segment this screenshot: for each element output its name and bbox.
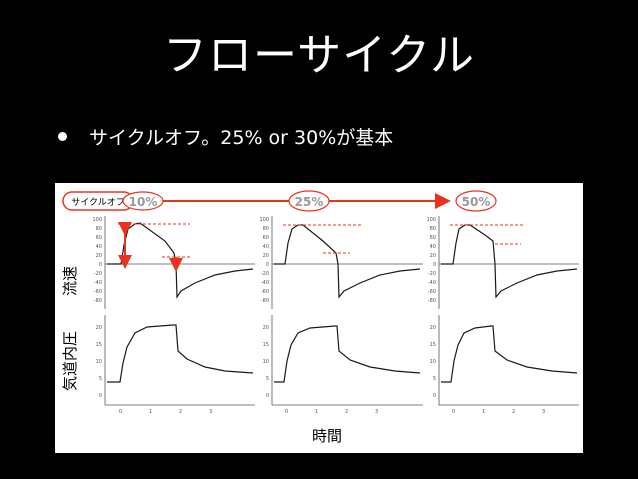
flow-tick: 40 [430, 244, 436, 250]
bullet-dot-icon [58, 131, 67, 141]
time-tick: 3 [209, 409, 212, 415]
cycle-off-25-ellipse [288, 190, 330, 212]
pressure-tick: 20 [263, 325, 269, 331]
flow-tick: -20 [261, 271, 269, 277]
time-axis-label: 時間 [312, 427, 342, 445]
flow-tick: -60 [94, 289, 102, 295]
bullet-item: サイクルオフ。25% or 30%が基本 [58, 122, 393, 150]
flow-tick: 0 [99, 262, 102, 268]
flow-tick: -80 [428, 298, 436, 304]
time-tick: 3 [542, 409, 545, 415]
pressure-tick: 20 [96, 325, 102, 331]
flow-tick: 100 [92, 217, 102, 223]
pressure-tick: 0 [433, 393, 436, 399]
flow-tick: -20 [428, 271, 436, 277]
pressure-tick: 5 [266, 376, 269, 382]
pressure-tick: 10 [430, 359, 436, 365]
pressure-tick: 5 [99, 376, 102, 382]
waveform-figure: サイクルオフ 10% 25% 50% 流速 気道内圧 100 80 60 40 … [55, 183, 583, 453]
flow-tick: 20 [263, 253, 269, 259]
flow-tick: 0 [433, 262, 436, 268]
time-tick: 2 [512, 409, 515, 415]
flow-tick: -60 [261, 289, 269, 295]
flow-tick: 40 [263, 244, 269, 250]
bullet-text: サイクルオフ。25% or 30%が基本 [89, 126, 394, 149]
cycle-off-label: サイクルオフ [71, 197, 125, 208]
panel-10-percent: 100 80 60 40 20 0 -20 -40 -60 -80 20 15 … [92, 216, 255, 415]
pressure-tick: 20 [430, 325, 436, 331]
time-tick: 0 [285, 409, 288, 415]
cycle-off-10-value: 10% [129, 195, 158, 209]
pressure-tick: 0 [266, 393, 269, 399]
flow-tick: 20 [96, 253, 102, 259]
flow-tick: -40 [261, 280, 269, 286]
flow-tick: 60 [430, 235, 436, 241]
pressure-tick: 15 [430, 342, 436, 348]
slide-title: フローサイクル [163, 30, 475, 81]
flow-tick: 100 [426, 217, 436, 223]
flow-tick: 60 [263, 235, 269, 241]
flow-tick: 80 [96, 226, 102, 232]
time-tick: 1 [482, 409, 485, 415]
waveform-svg: サイクルオフ 10% 25% 50% 流速 気道内圧 100 80 60 40 … [61, 190, 579, 445]
cycle-off-50-value: 50% [462, 195, 491, 209]
time-tick: 0 [452, 409, 455, 415]
flow-tick: -20 [94, 271, 102, 277]
flow-tick: 40 [96, 244, 102, 250]
pressure-tick: 10 [96, 359, 102, 365]
time-tick: 0 [119, 409, 122, 415]
flow-tick: 80 [430, 226, 436, 232]
flow-tick: -80 [94, 298, 102, 304]
flow-tick: 20 [430, 253, 436, 259]
cycle-off-25-value: 25% [295, 195, 324, 209]
pressure-tick: 0 [99, 393, 102, 399]
flow-tick: 60 [96, 235, 102, 241]
flow-tick: -40 [94, 280, 102, 286]
pressure-tick: 10 [263, 359, 269, 365]
panel-25-percent: 100 80 60 40 20 0 -20 -40 -60 -80 20 15 … [259, 216, 423, 415]
flow-tick: -60 [428, 289, 436, 295]
cycle-off-50-ellipse [455, 190, 497, 212]
flow-tick: -80 [261, 298, 269, 304]
pressure-axis-label: 気道内圧 [61, 331, 79, 391]
time-tick: 1 [315, 409, 318, 415]
time-tick: 2 [179, 409, 182, 415]
time-tick: 1 [149, 409, 152, 415]
flow-axis-label: 流速 [61, 266, 79, 296]
flow-tick: 100 [259, 217, 269, 223]
panel-50-percent: 100 80 60 40 20 0 -20 -40 -60 -80 20 15 … [426, 216, 579, 415]
pressure-tick: 15 [263, 342, 269, 348]
flow-tick: 0 [266, 262, 269, 268]
pressure-tick: 5 [433, 376, 436, 382]
flow-tick: -40 [428, 280, 436, 286]
time-tick: 2 [345, 409, 348, 415]
cycle-off-10-ellipse [122, 191, 164, 211]
time-tick: 3 [375, 409, 378, 415]
pressure-tick: 15 [96, 342, 102, 348]
flow-tick: 80 [263, 226, 269, 232]
